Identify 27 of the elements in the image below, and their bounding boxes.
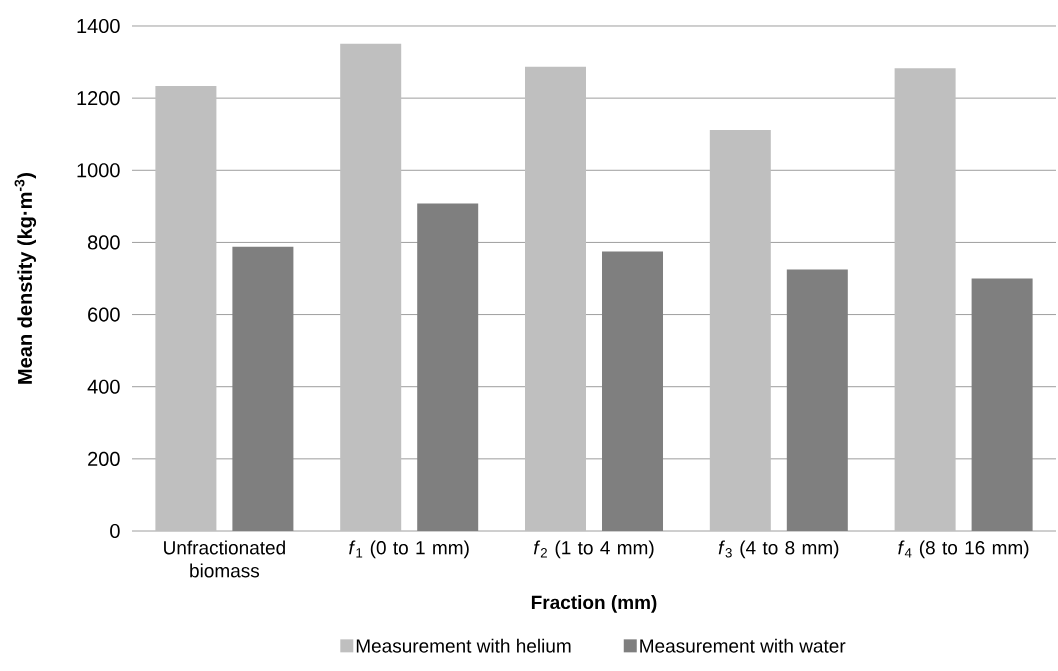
x-tick-label: f$_{1}$ (0 to 1 mm) (349, 540, 469, 559)
bar (786, 269, 848, 531)
bar (525, 66, 586, 531)
y-tick-label: 400 (87, 379, 120, 394)
bar (602, 251, 663, 531)
y-tick-label: 200 (88, 451, 120, 466)
x-axis-title: Fraction (mm) (531, 595, 657, 613)
x-tick-label: Unfractionated biomass (164, 540, 285, 578)
y-tick-label: 1400 (77, 18, 120, 34)
bar (155, 85, 217, 531)
y-tick-label: 1000 (77, 163, 120, 178)
bar (417, 203, 479, 531)
bar (232, 246, 294, 531)
bar (709, 129, 771, 531)
x-tick-label: f$_{4}$ (8 to 16 mm) (898, 540, 1029, 559)
bar (340, 43, 402, 531)
legend-label: Measurement with helium (356, 638, 571, 653)
y-tick-label: 600 (88, 307, 120, 322)
y-tick-label: 800 (87, 235, 120, 250)
legend-label: Measurement with water (640, 638, 846, 653)
x-tick-label: f$_{2}$ (1 to 4 mm) (533, 540, 654, 559)
bar (894, 68, 956, 531)
x-tick-label: f$_{3}$ (4 to 8 mm) (718, 540, 839, 559)
y-tick-label: 1200 (77, 91, 120, 106)
y-tick-label: 0 (110, 523, 120, 539)
y-axis-title: Mean denstity (kg·m$^{-3}$) (14, 173, 37, 384)
bar (971, 278, 1033, 531)
